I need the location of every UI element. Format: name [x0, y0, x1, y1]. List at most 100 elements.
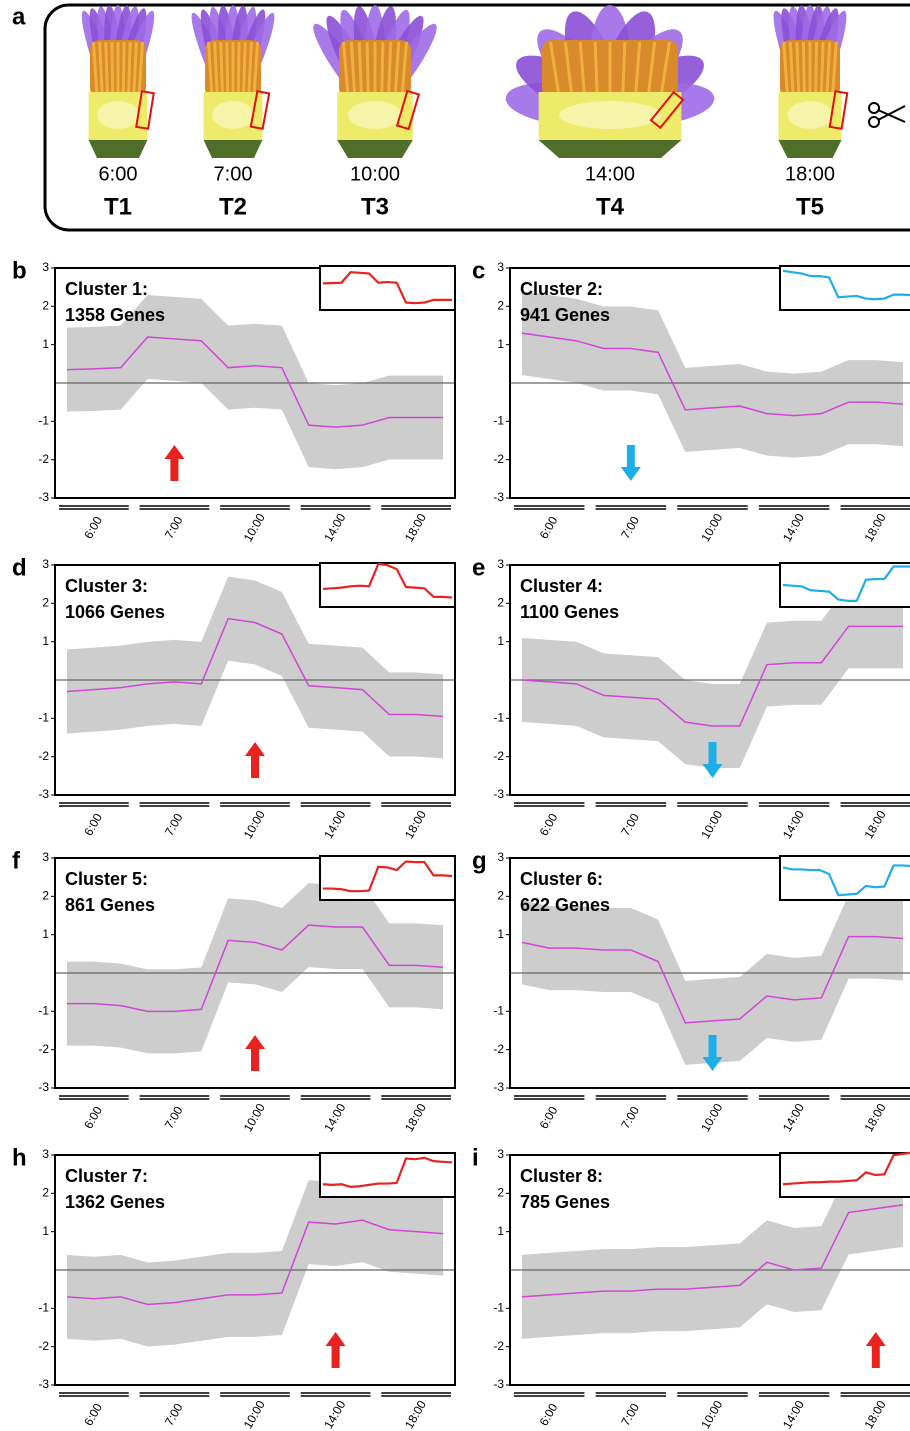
x-tick-label: 7:00 [618, 1104, 642, 1132]
x-tick-label: 7:00 [162, 1401, 186, 1429]
x-tick-label: 18:00 [402, 1398, 429, 1431]
cluster-title: Cluster 2: [520, 279, 603, 299]
stage-label: T4 [596, 193, 625, 220]
mean-line [521, 1204, 904, 1298]
plot-frame [54, 267, 456, 499]
panel-label: a [12, 3, 26, 30]
y-tick-label: 3 [42, 1147, 49, 1161]
y-tick-label: -3 [38, 490, 49, 504]
y-tick-label: 3 [497, 557, 504, 571]
mean-line [521, 935, 904, 1024]
stage-label: T2 [219, 193, 247, 220]
trend-arrow [620, 445, 641, 481]
trend-arrow [702, 1035, 723, 1071]
stamen [225, 41, 230, 97]
inset-line [322, 1156, 453, 1188]
ovary [559, 101, 661, 129]
panel-label: d [12, 554, 27, 581]
panel-label: g [472, 847, 487, 874]
plot-frame [509, 1154, 910, 1386]
y-tick-label: 1 [497, 634, 504, 648]
gene-band [522, 894, 903, 1065]
y-tick-label: 2 [497, 889, 504, 903]
trend-arrow [325, 1332, 346, 1368]
cluster-subtitle: 1362 Genes [65, 1192, 165, 1212]
stamen [127, 41, 132, 97]
y-tick-label: -3 [38, 787, 49, 801]
stamen [593, 41, 599, 97]
inset-line [782, 269, 910, 301]
y-tick-label: -2 [38, 1042, 49, 1056]
sepal-base [778, 140, 842, 158]
gene-band [67, 576, 443, 759]
inset-frame [779, 1152, 910, 1198]
stamen [814, 41, 819, 97]
plot-frame [54, 857, 456, 1089]
cluster-title: Cluster 4: [520, 576, 603, 596]
scissors-icon [868, 102, 906, 128]
stamen [801, 41, 806, 97]
stamen [247, 41, 253, 97]
panel-label: e [472, 554, 485, 581]
sepal-base [203, 140, 263, 158]
y-tick-label: -3 [493, 1377, 504, 1391]
trend-arrow [865, 1332, 886, 1368]
inset-line [782, 864, 910, 897]
inset-frame [779, 855, 910, 901]
y-tick-label: 1 [42, 337, 49, 351]
inset-line [782, 565, 910, 602]
gene-band [522, 584, 903, 768]
x-tick-label: 10:00 [241, 511, 268, 544]
y-tick-label: -3 [38, 1080, 49, 1094]
stamen [213, 41, 219, 97]
stamen [121, 41, 126, 97]
sample-box [249, 90, 271, 130]
x-tick-label: 7:00 [162, 1104, 186, 1132]
y-tick-label: -1 [493, 1301, 504, 1315]
y-tick-label: 2 [497, 299, 504, 313]
y-tick-label: 2 [497, 596, 504, 610]
y-tick-label: 1 [497, 927, 504, 941]
stamen [795, 41, 801, 97]
flower-image [313, 5, 437, 158]
y-tick-label: 1 [42, 1224, 49, 1238]
time-label: 18:00 [785, 163, 835, 185]
y-tick-label: -1 [38, 414, 49, 428]
inset-frame [319, 855, 456, 901]
x-tick-label: 6:00 [81, 1104, 105, 1132]
y-tick-label: 2 [42, 299, 49, 313]
x-tick-label: 7:00 [162, 514, 186, 542]
stamen [207, 41, 214, 97]
panel-label: i [472, 1144, 479, 1171]
flower-image [505, 5, 715, 158]
mean-line [67, 924, 444, 1013]
trend-arrow [245, 742, 265, 778]
stage-label: T1 [104, 193, 132, 220]
y-tick-label: -2 [493, 1339, 504, 1353]
y-tick-label: -1 [493, 1004, 504, 1018]
y-tick-label: 3 [497, 260, 504, 274]
cluster-title: Cluster 8: [520, 1166, 603, 1186]
panel-a-frame [43, 3, 910, 232]
time-label: 14:00 [585, 163, 635, 185]
gene-band [67, 1178, 443, 1347]
inset-frame [319, 265, 456, 311]
x-tick-label: 14:00 [780, 808, 807, 841]
y-tick-label: -3 [493, 787, 504, 801]
y-tick-label: 3 [42, 850, 49, 864]
trend-arrow [245, 1035, 265, 1071]
stamen [659, 41, 671, 97]
x-tick-label: 6:00 [81, 1401, 105, 1429]
y-tick-label: -2 [493, 1042, 504, 1056]
stamen [357, 41, 363, 97]
panel-label: b [12, 257, 27, 284]
x-tick-label: 6:00 [537, 811, 561, 839]
x-tick-label: 10:00 [698, 808, 725, 841]
stamen [349, 41, 357, 97]
x-tick-label: 18:00 [861, 808, 888, 841]
stamen [98, 41, 104, 97]
ovary [212, 101, 254, 129]
x-tick-label: 18:00 [402, 808, 429, 841]
x-tick-label: 7:00 [618, 514, 642, 542]
